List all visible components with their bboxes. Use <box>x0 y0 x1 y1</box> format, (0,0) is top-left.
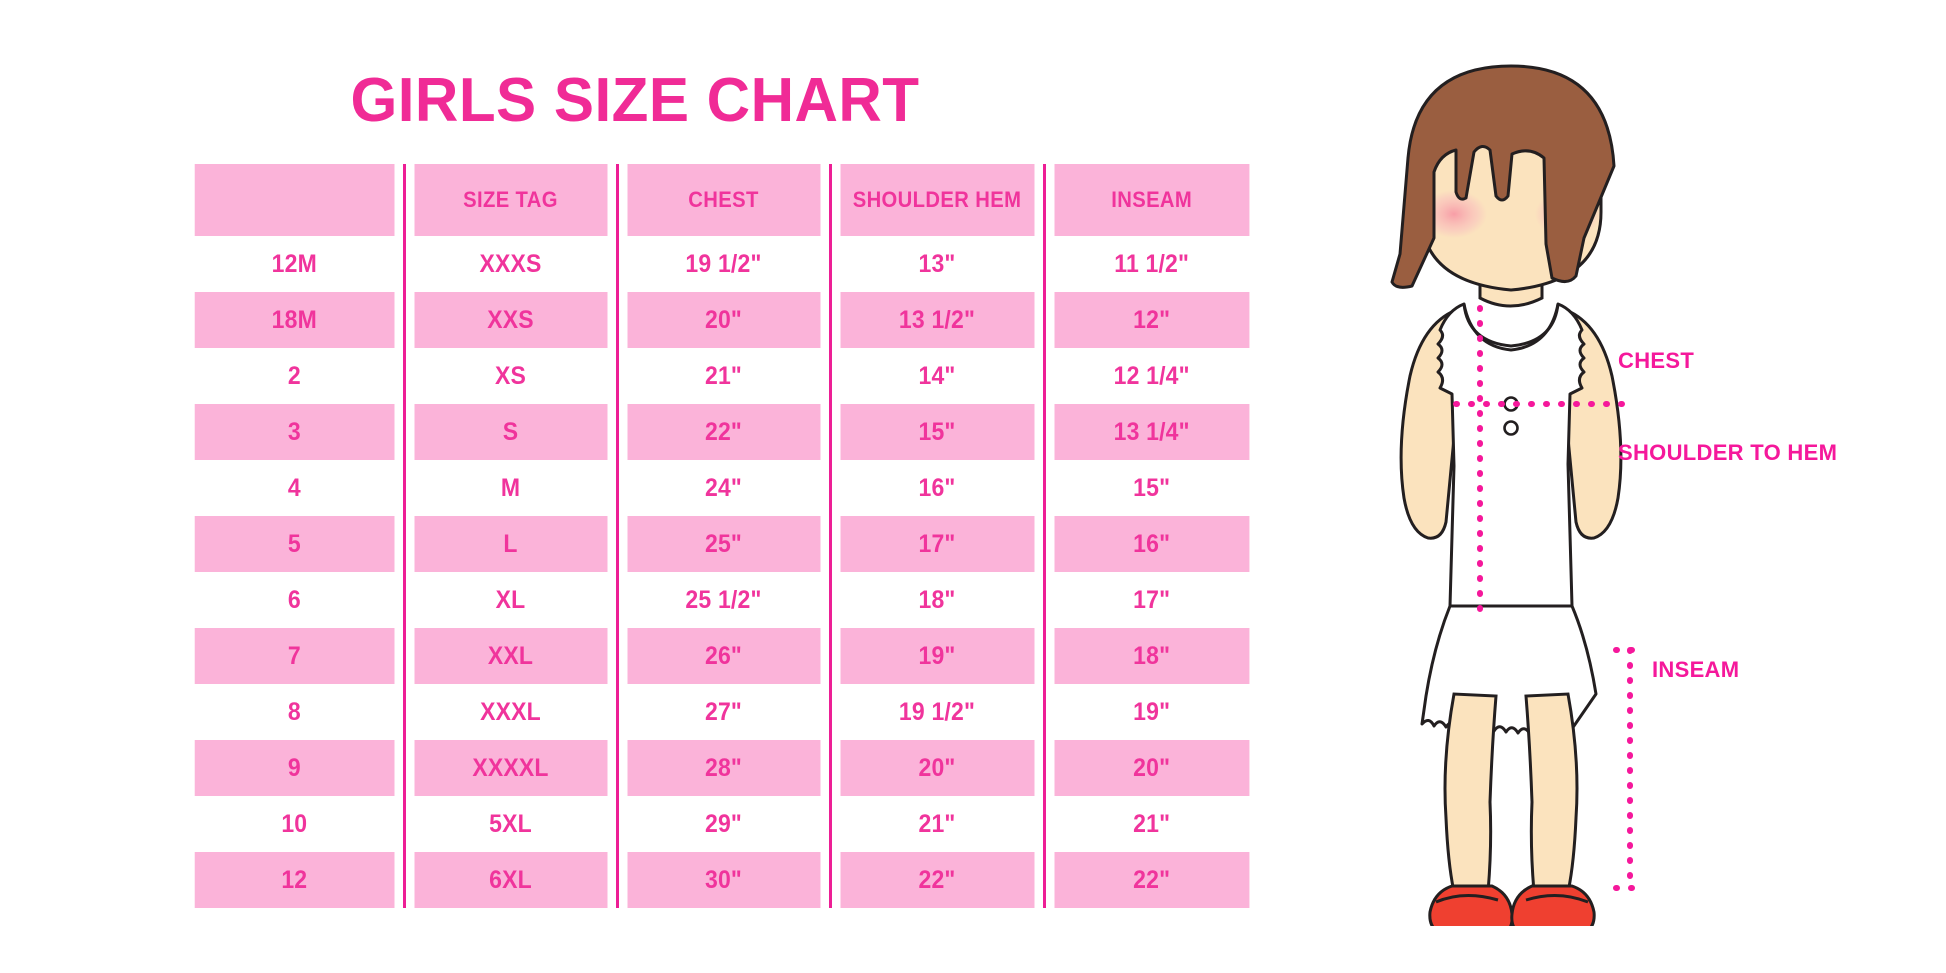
cell-shoulder-hem: 13 1/2" <box>837 292 1036 348</box>
label-chest: CHEST <box>1618 348 1695 373</box>
cell-chest: 19 1/2" <box>624 236 822 292</box>
cell-size: 7 <box>194 628 396 684</box>
cell-shoulder-hem: 21" <box>837 796 1036 852</box>
size-chart-table: SIZE TAG CHEST SHOULDER HEM INSEAM 12M XX… <box>186 164 1258 908</box>
cell-size: 2 <box>194 348 396 404</box>
shoes-shape <box>1428 884 1596 926</box>
button-lower <box>1503 420 1519 436</box>
column-header-chest: CHEST <box>624 164 822 236</box>
measure-inseam-line <box>1613 647 1649 891</box>
table-row: 8 XXXL 27" 19 1/2" 19" <box>186 684 1258 740</box>
cell-inseam: 11 1/2" <box>1051 236 1250 292</box>
cell-inseam: 21" <box>1051 796 1250 852</box>
cell-size: 12M <box>194 236 396 292</box>
cell-inseam: 20" <box>1051 740 1250 796</box>
table-row: 7 XXL 26" 19" 18" <box>186 628 1258 684</box>
table-row: 4 M 24" 16" 15" <box>186 460 1258 516</box>
cell-inseam: 12" <box>1051 292 1250 348</box>
cell-chest: 25" <box>624 516 822 572</box>
cell-size: 8 <box>194 684 396 740</box>
cell-size-tag: 6XL <box>411 852 609 908</box>
column-header-size <box>194 164 396 236</box>
column-header-shoulder-hem: SHOULDER HEM <box>837 164 1036 236</box>
cell-inseam: 22" <box>1051 852 1250 908</box>
cell-shoulder-hem: 15" <box>837 404 1036 460</box>
cell-size: 5 <box>194 516 396 572</box>
table-header-row: SIZE TAG CHEST SHOULDER HEM INSEAM <box>186 164 1258 236</box>
table-row: 18M XXS 20" 13 1/2" 12" <box>186 292 1258 348</box>
cell-inseam: 19" <box>1051 684 1250 740</box>
cell-size-tag: M <box>411 460 609 516</box>
cell-inseam: 15" <box>1051 460 1250 516</box>
cell-size-tag: XXXS <box>411 236 609 292</box>
column-header-size-tag: SIZE TAG <box>411 164 609 236</box>
cell-chest: 26" <box>624 628 822 684</box>
cell-chest: 28" <box>624 740 822 796</box>
table-row: 6 XL 25 1/2" 18" 17" <box>186 572 1258 628</box>
cell-size-tag: XXS <box>411 292 609 348</box>
cell-size-tag: XL <box>411 572 609 628</box>
cell-size: 3 <box>194 404 396 460</box>
cell-chest: 29" <box>624 796 822 852</box>
hair-shape <box>1390 64 1616 289</box>
cell-shoulder-hem: 14" <box>837 348 1036 404</box>
cell-chest: 21" <box>624 348 822 404</box>
top-garment <box>1436 302 1586 608</box>
legs-shape <box>1443 692 1579 894</box>
cell-chest: 25 1/2" <box>624 572 822 628</box>
column-header-inseam: INSEAM <box>1051 164 1250 236</box>
cell-shoulder-hem: 20" <box>837 740 1036 796</box>
page-title: GIRLS SIZE CHART <box>350 65 920 135</box>
cell-chest: 24" <box>624 460 822 516</box>
cell-size: 18M <box>194 292 396 348</box>
cell-size-tag: XS <box>411 348 609 404</box>
table-header: SIZE TAG CHEST SHOULDER HEM INSEAM <box>186 164 1258 236</box>
cell-shoulder-hem: 13" <box>837 236 1036 292</box>
table-row: 12M XXXS 19 1/2" 13" 11 1/2" <box>186 236 1258 292</box>
cell-size-tag: XXXL <box>411 684 609 740</box>
cell-size-tag: XXXXL <box>411 740 609 796</box>
cell-size: 6 <box>194 572 396 628</box>
table-row: 12 6XL 30" 22" 22" <box>186 852 1258 908</box>
girl-illustration <box>1330 46 1690 926</box>
cell-chest: 22" <box>624 404 822 460</box>
cell-size: 9 <box>194 740 396 796</box>
cell-inseam: 18" <box>1051 628 1250 684</box>
table-body: 12M XXXS 19 1/2" 13" 11 1/2" 18M XXS 20" 13 1/2"… <box>186 236 1258 908</box>
label-inseam: INSEAM <box>1652 657 1740 682</box>
cell-shoulder-hem: 17" <box>837 516 1036 572</box>
table-row: 3 S 22" 15" 13 1/4" <box>186 404 1258 460</box>
table-row: 2 XS 21" 14" 12 1/4" <box>186 348 1258 404</box>
cell-chest: 30" <box>624 852 822 908</box>
cell-size: 4 <box>194 460 396 516</box>
cell-inseam: 12 1/4" <box>1051 348 1250 404</box>
cell-inseam: 17" <box>1051 572 1250 628</box>
table-row: 5 L 25" 17" 16" <box>186 516 1258 572</box>
cell-shoulder-hem: 19 1/2" <box>837 684 1036 740</box>
cell-chest: 27" <box>624 684 822 740</box>
table-row: 9 XXXXL 28" 20" 20" <box>186 740 1258 796</box>
cell-chest: 20" <box>624 292 822 348</box>
cell-inseam: 13 1/4" <box>1051 404 1250 460</box>
cell-size-tag: 5XL <box>411 796 609 852</box>
cell-size: 10 <box>194 796 396 852</box>
blush-left-cheek <box>1421 190 1487 238</box>
cell-size-tag: XXL <box>411 628 609 684</box>
cell-shoulder-hem: 19" <box>837 628 1036 684</box>
cell-size: 12 <box>194 852 396 908</box>
label-shoulder-to-hem: SHOULDER TO HEM <box>1618 440 1838 465</box>
cell-shoulder-hem: 22" <box>837 852 1036 908</box>
table-row: 10 5XL 29" 21" 21" <box>186 796 1258 852</box>
cell-inseam: 16" <box>1051 516 1250 572</box>
cell-shoulder-hem: 18" <box>837 572 1036 628</box>
cell-size-tag: L <box>411 516 609 572</box>
cell-size-tag: S <box>411 404 609 460</box>
cell-shoulder-hem: 16" <box>837 460 1036 516</box>
